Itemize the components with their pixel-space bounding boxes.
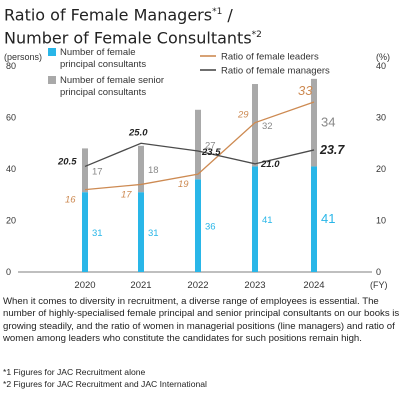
data-label-principal: 36 [205,222,216,233]
legend-swatch [48,48,56,56]
data-label-principal: 41 [262,215,273,226]
data-label-female-managers: 25.0 [128,127,148,138]
bar-principal [252,166,258,272]
footnote-2: *2 Figures for JAC Recruitment and JAC I… [3,379,207,389]
bar-senior-principal [252,84,258,167]
data-label-principal: 41 [321,211,335,226]
data-label-senior-principal: 32 [262,121,273,132]
right-axis-unit: (%) [376,52,390,62]
legend-swatch [48,76,56,84]
left-tick-label: 0 [6,267,11,277]
x-tick-label: 2023 [244,280,265,291]
left-tick-label: 40 [6,164,16,174]
title-separator: / [222,5,233,25]
data-label-principal: 31 [148,228,159,239]
data-label-female-leaders: 16 [65,195,76,206]
data-label-senior-principal: 18 [148,165,159,176]
title-sup1: *1 [212,7,223,17]
data-label-female-leaders: 29 [237,110,249,121]
bar-principal [82,192,88,272]
right-tick-label: 30 [376,113,386,123]
legend-label: Ratio of female leaders [221,52,319,63]
title-line1: Ratio of Female Managers [4,5,213,25]
bar-senior-principal [311,78,317,167]
x-axis-unit: (FY) [370,280,388,290]
data-label-female-leaders: 17 [121,189,132,200]
legend-label: principal consultants [60,59,146,70]
x-tick-label: 2020 [74,280,95,291]
chart-title: Ratio of Female Managers*1 / Number of F… [4,2,262,49]
bar-principal [311,166,317,272]
x-tick-label: 2024 [303,280,324,291]
bar-senior-principal [195,109,201,180]
left-tick-label: 60 [6,113,16,123]
data-label-female-leaders: 33 [298,83,313,98]
right-tick-label: 40 [376,61,386,71]
bar-principal [195,179,201,272]
legend-label: Ratio of female managers [221,66,330,77]
data-label-female-managers: 21.0 [260,159,280,170]
left-tick-label: 80 [6,61,16,71]
line-female-managers [84,142,315,168]
right-tick-label: 10 [376,216,386,226]
data-label-senior-principal: 17 [92,166,103,177]
data-label-senior-principal: 34 [321,115,335,130]
right-tick-label: 0 [376,267,381,277]
data-label-principal: 31 [92,228,103,239]
footnote-1: *1 Figures for JAC Recruitment alone [3,367,146,377]
data-label-female-managers: 20.5 [57,156,77,167]
bar-senior-principal [138,145,144,193]
bar-principal [138,192,144,272]
data-label-senior-principal: 27 [205,141,216,152]
data-label-female-managers: 23.5 [201,147,221,158]
legend-label: Number of female senior [60,75,164,86]
legend-label: principal consultants [60,87,146,98]
legend-label: Number of female [60,47,136,58]
title-line2: Number of Female Consultants [4,28,252,48]
bar-senior-principal [82,148,88,193]
x-tick-label: 2021 [130,280,151,291]
chart-svg: (persons) (%) 0 20 40 60 80 0 10 20 30 40 2020 2021 20… [4,47,390,291]
description-text: When it comes to diversity in recruitmen… [3,296,400,345]
x-tick-label: 2022 [187,280,208,291]
right-tick-label: 20 [376,164,386,174]
line-female-leaders [84,101,315,191]
left-tick-label: 20 [6,216,16,226]
left-axis-unit: (persons) [4,52,42,62]
title-sup2: *2 [251,30,262,41]
data-label-female-managers: 23.7 [319,143,345,157]
data-label-female-leaders: 19 [178,179,189,190]
